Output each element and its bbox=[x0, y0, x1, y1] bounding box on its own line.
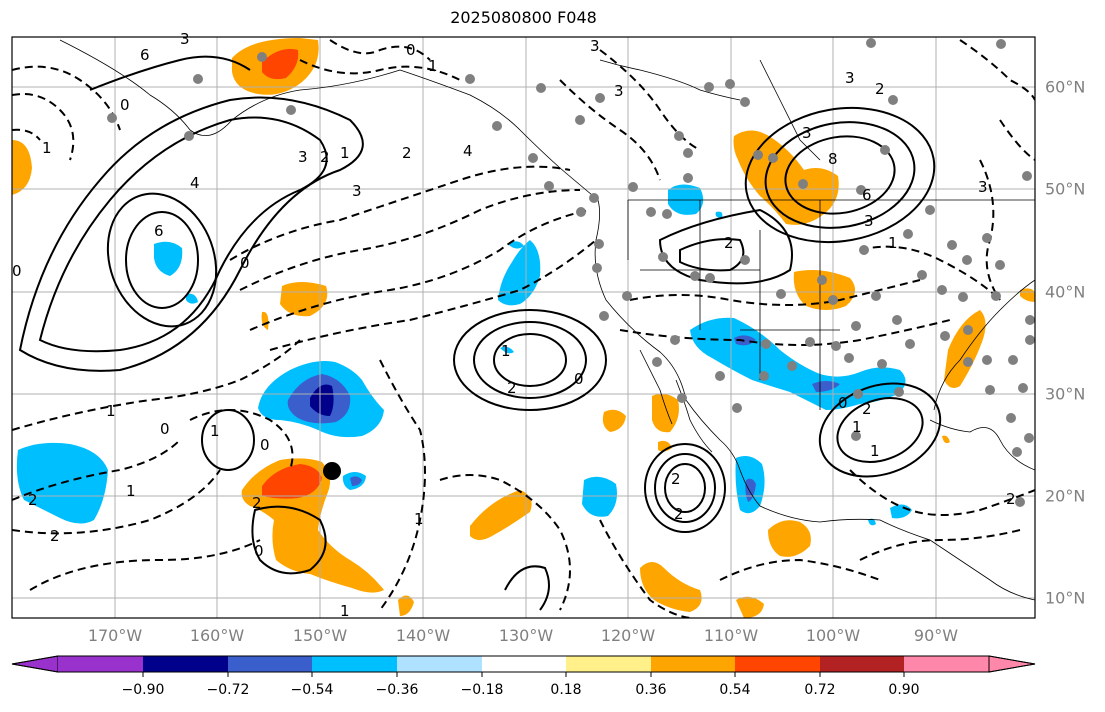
longitude-label: 150°W bbox=[292, 626, 348, 645]
contour-labels: 3 0 3 3 2 1 6 1 3 0 4 6 0 3 2 1 3 4 2 3 … bbox=[12, 30, 1016, 620]
contour-label: 4 bbox=[190, 174, 200, 192]
contour-label: 0 bbox=[12, 262, 22, 280]
contour-label: 2 bbox=[724, 234, 734, 252]
contour-label: 1 bbox=[340, 602, 350, 620]
contour-label: 1 bbox=[210, 422, 220, 440]
colorbar-cell bbox=[312, 656, 397, 672]
colorbar-tick-label: −0.72 bbox=[206, 682, 250, 698]
latitude-label: 40°N bbox=[1045, 282, 1086, 302]
longitude-label: 170°W bbox=[87, 626, 143, 645]
map-title: 2025080800 F048 bbox=[450, 8, 597, 27]
contour-label: 3 bbox=[180, 30, 190, 48]
coastlines bbox=[59, 39, 1035, 601]
contour-label: 1 bbox=[106, 402, 116, 420]
contour-label: 3 bbox=[352, 182, 362, 200]
colorbar-cell bbox=[820, 656, 904, 672]
colorbar-tick-label: 0.90 bbox=[888, 682, 920, 698]
colorbar-cell bbox=[988, 655, 1036, 673]
contour-label: 3 bbox=[802, 124, 812, 142]
longitude-label: 110°W bbox=[703, 626, 759, 645]
contour-label: 2 bbox=[50, 527, 60, 545]
colorbar-cell bbox=[735, 656, 820, 672]
latitude-label: 50°N bbox=[1045, 179, 1086, 199]
colorbar-tick-label: −0.18 bbox=[460, 682, 504, 698]
colorbar-cell bbox=[904, 656, 989, 672]
contour-label: 4 bbox=[463, 142, 473, 160]
contour-label: 1 bbox=[888, 234, 898, 252]
contour-label: 2 bbox=[402, 144, 412, 162]
contour-label: 2 bbox=[862, 400, 872, 418]
contour-label: 8 bbox=[828, 150, 838, 168]
contour-label: 1 bbox=[501, 342, 511, 360]
contour-label: 0 bbox=[406, 41, 416, 59]
colorbar-tick-label: −0.54 bbox=[290, 682, 334, 698]
contour-label: 1 bbox=[414, 510, 424, 528]
contour-label: 2 bbox=[28, 491, 38, 509]
colorbar-cell bbox=[566, 656, 651, 672]
colorbar-cell bbox=[228, 656, 312, 672]
colorbar-tick-label: 0.36 bbox=[635, 682, 667, 698]
contour-label: 1 bbox=[42, 139, 52, 157]
colorbar-outline bbox=[11, 655, 1036, 673]
graticule bbox=[12, 37, 1035, 618]
solid-contours bbox=[18, 55, 942, 611]
contour-label: 3 bbox=[864, 212, 874, 230]
contour-label: 2 bbox=[320, 148, 330, 166]
contour-label: 3 bbox=[614, 82, 624, 100]
colorbar-cell bbox=[11, 655, 59, 673]
contour-label: 1 bbox=[126, 482, 136, 500]
colorbar bbox=[11, 655, 1036, 677]
longitude-label: 160°W bbox=[189, 626, 245, 645]
contour-label: 2 bbox=[674, 505, 684, 523]
contour-label: 3 bbox=[590, 37, 600, 55]
contour-label: 1 bbox=[852, 418, 862, 436]
colorbar-cell bbox=[58, 656, 143, 672]
colorbar-cell bbox=[397, 656, 482, 672]
contour-label: 3 bbox=[298, 148, 308, 166]
map-frame bbox=[11, 36, 1036, 619]
contour-label: 2 bbox=[875, 80, 885, 98]
longitude-label: 130°W bbox=[498, 626, 554, 645]
contour-label: 6 bbox=[154, 222, 164, 240]
latitude-label: 10°N bbox=[1045, 588, 1086, 608]
latitude-label: 60°N bbox=[1045, 77, 1086, 97]
latitude-label: 30°N bbox=[1045, 384, 1086, 404]
colorbar-cell bbox=[482, 656, 566, 672]
contour-label: 1 bbox=[870, 442, 880, 460]
contour-label: 0 bbox=[260, 436, 270, 454]
contour-label: 6 bbox=[140, 46, 150, 64]
contour-label: 0 bbox=[240, 254, 250, 272]
contour-label: 1 bbox=[340, 144, 350, 162]
colorbar-tick-label: −0.90 bbox=[121, 682, 165, 698]
longitude-label: 140°W bbox=[395, 626, 451, 645]
latitude-label: 20°N bbox=[1045, 486, 1086, 506]
selected-location-marker bbox=[323, 462, 341, 480]
contour-label: 3 bbox=[978, 178, 988, 196]
colorbar-tick-label: −0.36 bbox=[375, 682, 419, 698]
contour-label: 0 bbox=[254, 542, 264, 560]
contour-label: 6 bbox=[862, 186, 872, 204]
contour-label: 2 bbox=[671, 470, 681, 488]
contour-label: 2 bbox=[252, 494, 262, 512]
longitude-label: 90°W bbox=[913, 626, 959, 645]
longitude-label: 100°W bbox=[805, 626, 861, 645]
colorbar-tick-label: 0.18 bbox=[550, 682, 582, 698]
contour-label: 3 bbox=[845, 69, 855, 87]
colorbar-tick-label: 0.54 bbox=[719, 682, 751, 698]
colorbar-cell bbox=[143, 656, 228, 672]
longitude-label: 120°W bbox=[600, 626, 656, 645]
station-dots bbox=[107, 38, 1035, 507]
contour-label: 0 bbox=[120, 96, 130, 114]
dashed-contours bbox=[12, 39, 1035, 618]
colorbar-cell bbox=[651, 656, 735, 672]
contour-label: 1 bbox=[428, 57, 438, 75]
contour-label: 0 bbox=[160, 420, 170, 438]
colorbar-tick-label: 0.72 bbox=[804, 682, 836, 698]
contour-label: 0 bbox=[574, 370, 584, 388]
contour-label: 2 bbox=[507, 379, 517, 397]
contour-label: 0 bbox=[838, 394, 848, 412]
contour-label: 2 bbox=[1006, 490, 1016, 508]
